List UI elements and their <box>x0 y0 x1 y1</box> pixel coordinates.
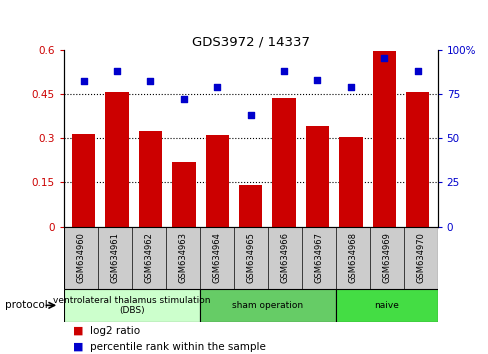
Text: GSM634960: GSM634960 <box>76 232 85 283</box>
Point <box>246 112 254 118</box>
Bar <box>372 51 395 227</box>
Title: GDS3972 / 14337: GDS3972 / 14337 <box>191 35 309 48</box>
Text: GSM634964: GSM634964 <box>212 232 221 283</box>
Bar <box>105 92 128 227</box>
Text: ■: ■ <box>73 342 83 352</box>
Text: protocol: protocol <box>5 300 47 310</box>
Point <box>346 84 354 90</box>
Point <box>146 79 154 84</box>
Bar <box>199 289 335 322</box>
Point <box>380 56 387 61</box>
Bar <box>339 137 362 227</box>
Text: GSM634965: GSM634965 <box>245 232 255 283</box>
Point <box>213 84 221 90</box>
Point <box>313 77 321 82</box>
Bar <box>139 131 162 227</box>
Point <box>180 96 187 102</box>
Text: GSM634968: GSM634968 <box>347 232 356 283</box>
Text: GSM634962: GSM634962 <box>144 232 153 283</box>
Bar <box>305 126 328 227</box>
Text: GSM634969: GSM634969 <box>381 232 390 283</box>
Bar <box>239 185 262 227</box>
Point <box>280 68 287 74</box>
Bar <box>205 135 228 227</box>
Bar <box>172 162 195 227</box>
Bar <box>405 92 428 227</box>
Bar <box>63 289 199 322</box>
Text: GSM634963: GSM634963 <box>178 232 187 283</box>
Text: GSM634967: GSM634967 <box>313 232 323 283</box>
Text: GSM634966: GSM634966 <box>280 232 288 283</box>
Text: GSM634970: GSM634970 <box>415 232 424 283</box>
Text: log2 ratio: log2 ratio <box>90 326 141 336</box>
Bar <box>72 133 95 227</box>
Text: ■: ■ <box>73 326 83 336</box>
Point <box>413 68 421 74</box>
Text: naive: naive <box>373 301 398 310</box>
Text: sham operation: sham operation <box>232 301 303 310</box>
Text: GSM634961: GSM634961 <box>110 232 119 283</box>
Text: ventrolateral thalamus stimulation
(DBS): ventrolateral thalamus stimulation (DBS) <box>53 296 210 315</box>
Point <box>113 68 121 74</box>
Point <box>80 79 87 84</box>
Bar <box>272 98 295 227</box>
Bar <box>335 289 437 322</box>
Text: percentile rank within the sample: percentile rank within the sample <box>90 342 266 352</box>
